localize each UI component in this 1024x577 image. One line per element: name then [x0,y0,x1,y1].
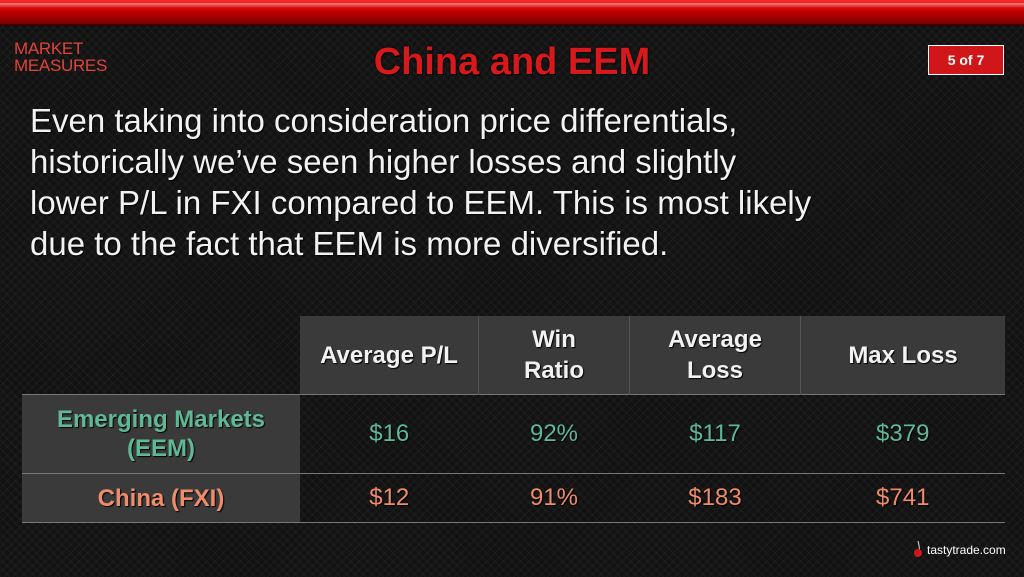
header-line: Average P/L [320,341,458,369]
logo-line-2: MEASURES [14,56,108,75]
cherry-icon [912,540,924,561]
top-bar-shine [0,3,1024,8]
cell-eem-average-loss: $117 [629,394,801,474]
row-label-fxi: China (FXI) [22,473,300,523]
cell-fxi-average-pl: $12 [300,473,479,523]
logo-line-1: MARKET [14,39,84,58]
header-win-ratio: Win Ratio [478,316,630,395]
header-line: Average [668,326,762,353]
header-average-pl: Average P/L [300,316,479,395]
header-line: Max Loss [848,341,958,369]
cell-fxi-average-loss: $183 [629,473,801,523]
header-line: Loss [686,357,743,384]
table-header-row: Average P/L Win Ratio Average Loss Max L… [22,316,1005,395]
body-line: Even taking into consideration price dif… [30,102,738,139]
body-line: historically we’ve seen higher losses an… [30,143,737,180]
table-row-fxi: China (FXI) $12 91% $183 $741 [22,473,1005,523]
cell-eem-max-loss: $379 [800,394,1005,474]
comparison-table: Average P/L Win Ratio Average Loss Max L… [22,316,1005,523]
row-label-line: China (FXI) [97,484,225,512]
header-blank-cell [22,316,300,395]
header-max-loss: Max Loss [800,316,1005,395]
table-row-eem: Emerging Markets (EEM) $16 92% $117 $379 [22,394,1005,474]
slide-body-text: Even taking into consideration price dif… [30,100,1005,264]
row-label-line: Emerging Markets [56,406,266,433]
top-red-bar [0,0,1024,26]
cell-eem-average-pl: $16 [300,394,479,474]
cell-fxi-max-loss: $741 [800,473,1005,523]
page-indicator-badge: 5 of 7 [928,45,1004,75]
row-label-eem: Emerging Markets (EEM) [22,394,300,474]
tastytrade-brand: tastytrade.com [912,540,1012,560]
brand-text: tastytrade.com [927,543,1006,557]
slide-title: China and EEM [373,41,651,83]
body-line: lower P/L in FXI compared to EEM. This i… [30,184,812,221]
header-average-loss: Average Loss [629,316,801,395]
row-label-line: (EEM) [127,435,195,462]
body-line: due to the fact that EEM is more diversi… [30,225,669,262]
market-measures-logo: MARKET MEASURES [14,40,107,74]
header-line: Win [532,326,576,353]
cell-eem-win-ratio: 92% [478,394,630,474]
header-line: Ratio [524,357,584,384]
cell-fxi-win-ratio: 91% [478,473,630,523]
